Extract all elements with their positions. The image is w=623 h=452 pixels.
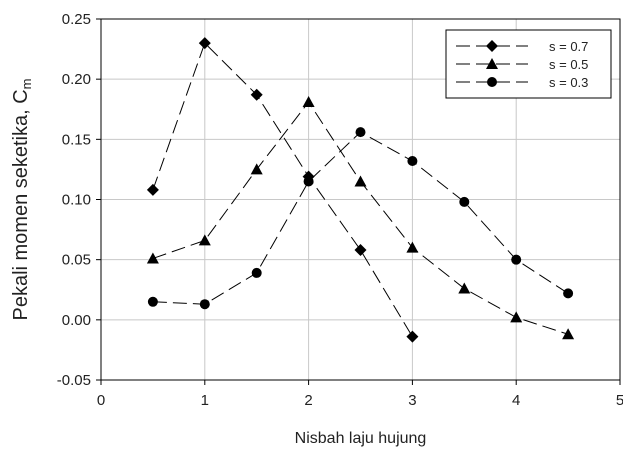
legend-item: s = 0.3: [456, 75, 588, 90]
data-point-circle: [303, 176, 314, 187]
series-circle: [147, 127, 574, 310]
x-tick-label: 4: [512, 392, 520, 409]
x-tick-label: 2: [304, 392, 312, 409]
data-point-triangle: [250, 163, 263, 175]
data-point-diamond: [354, 244, 367, 257]
data-point-triangle: [458, 282, 471, 294]
legend-item: s = 0.7: [456, 39, 588, 54]
data-point-triangle: [302, 96, 315, 108]
y-tick-label: 0.25: [62, 11, 91, 28]
legend-label: s = 0.7: [549, 39, 588, 54]
x-tick-label: 1: [201, 392, 209, 409]
y-axis-label-main: Pekali momen seketika, C: [10, 89, 32, 320]
data-point-triangle: [198, 234, 211, 246]
y-tick-label: 0.10: [62, 192, 91, 209]
x-tick-label: 3: [408, 392, 416, 409]
series-line: [152, 42, 413, 337]
legend: s = 0.7 s = 0.5 s = 0.3: [445, 29, 612, 99]
x-axis-label: Nisbah laju hujung: [295, 430, 427, 447]
legend-item: s = 0.5: [456, 57, 588, 72]
data-point-circle: [459, 196, 470, 207]
axis-ticks: 0 1 2 3 4 5 -0.05 0.00 0.05 0.10 0.15 0.20 0.25: [57, 11, 623, 409]
series-line: [152, 131, 569, 305]
data-point-diamond: [486, 40, 498, 52]
y-tick-label: 0.20: [62, 71, 91, 88]
data-point-circle: [147, 296, 158, 307]
data-point-triangle: [486, 58, 498, 69]
data-point-diamond: [198, 37, 211, 50]
y-tick-label: 0.15: [62, 131, 91, 148]
data-point-circle: [511, 254, 522, 265]
series-diamond: [146, 37, 419, 343]
x-tick-label: 5: [616, 392, 623, 409]
data-point-diamond: [406, 330, 419, 343]
legend-label: s = 0.5: [549, 57, 588, 72]
y-tick-label: 0.00: [62, 312, 91, 329]
data-point-triangle: [562, 328, 575, 340]
x-tick-label: 0: [97, 392, 105, 409]
y-axis-label: Pekali momen seketika, Cm: [10, 78, 34, 320]
data-point-triangle: [406, 241, 419, 253]
legend-label: s = 0.3: [549, 75, 588, 90]
data-point-circle: [563, 288, 574, 299]
data-point-circle: [355, 127, 366, 138]
legend-box: [445, 29, 612, 99]
data-point-diamond: [146, 183, 159, 196]
data-point-triangle: [354, 175, 367, 187]
data-point-circle: [251, 267, 262, 278]
data-point-triangle: [146, 252, 159, 264]
y-tick-label: -0.05: [57, 372, 91, 389]
data-point-diamond: [250, 88, 263, 101]
y-tick-label: 0.05: [62, 252, 91, 269]
data-point-circle: [407, 155, 418, 166]
data-point-triangle: [510, 311, 523, 323]
series-triangle: [146, 96, 575, 340]
y-axis-label-subscript: m: [19, 78, 34, 89]
data-point-circle: [487, 77, 497, 87]
series-group: [146, 37, 575, 343]
data-point-circle: [199, 299, 210, 310]
